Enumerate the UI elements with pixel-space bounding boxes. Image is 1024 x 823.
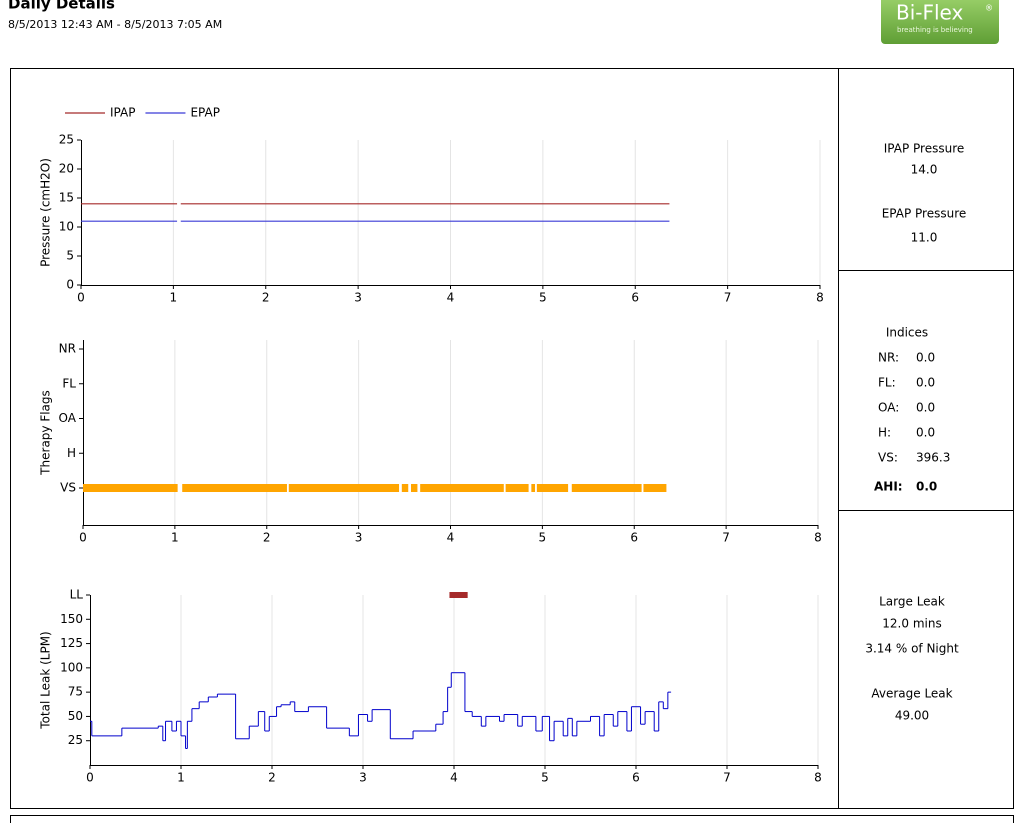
y-tick-label: 100 (60, 660, 83, 674)
x-tick-label: 8 (814, 771, 822, 785)
summary-label: Large Leak (879, 595, 945, 609)
y-tick-label: 5 (66, 249, 74, 263)
flag-segment (182, 484, 287, 492)
index-label: OA: (878, 401, 899, 415)
y-tick-label: NR (59, 342, 76, 356)
index-label: NR: (878, 351, 899, 365)
flag-segment (401, 484, 409, 492)
index-value: 0.0 (916, 426, 935, 440)
x-tick-label: 2 (268, 771, 276, 785)
summary-value: 3.14 % of Night (865, 642, 959, 656)
page-title: Daily Details (8, 0, 115, 13)
x-tick-label: 2 (263, 531, 271, 545)
summary-value: 14.0 (911, 163, 938, 177)
logo-tagline: breathing is believing (897, 26, 973, 34)
flag-segment (536, 484, 569, 492)
x-tick-label: 0 (79, 531, 87, 545)
date-range: 8/5/2013 12:43 AM - 8/5/2013 7:05 AM (8, 18, 222, 31)
x-tick-label: 5 (541, 771, 549, 785)
x-tick-label: 0 (77, 291, 85, 305)
x-tick-label: 3 (355, 531, 363, 545)
index-value: 0.0 (916, 376, 935, 390)
summary-label: Average Leak (871, 687, 952, 701)
flag-segment (288, 484, 400, 492)
summary-label: IPAP Pressure (884, 142, 965, 156)
y-tick-label: 15 (59, 191, 74, 205)
x-tick-label: 6 (630, 531, 638, 545)
y-tick-label: 50 (68, 709, 83, 723)
y-tick-label: LL (70, 588, 84, 602)
x-tick-label: 3 (354, 291, 362, 305)
index-label: AHI: (874, 480, 903, 494)
summary-value: 12.0 mins (882, 617, 941, 631)
y-tick-label: 25 (68, 733, 83, 747)
summary-value: 49.00 (895, 709, 929, 723)
flag-segment (410, 484, 418, 492)
summary-label: Indices (886, 326, 928, 340)
x-tick-label: 4 (450, 771, 458, 785)
y-tick-label: OA (59, 411, 77, 425)
index-label: VS: (878, 451, 898, 465)
logo-badge (881, 0, 999, 44)
legend-label: EPAP (190, 106, 220, 120)
flag-segment (531, 484, 536, 492)
x-tick-label: 4 (447, 531, 455, 545)
y-tick-label: FL (62, 376, 76, 390)
y-tick-label: H (67, 446, 76, 460)
flag-segment (83, 484, 178, 492)
report-frame (10, 68, 1014, 809)
y-tick-label: 75 (68, 685, 83, 699)
x-tick-label: 5 (539, 291, 547, 305)
x-tick-label: 6 (632, 771, 640, 785)
x-tick-label: 7 (722, 531, 730, 545)
x-tick-label: 2 (262, 291, 270, 305)
y-tick-label: 0 (66, 278, 74, 292)
y-axis-label: Therapy Flags (39, 390, 53, 476)
y-axis-label: Pressure (cmH2O) (39, 158, 53, 267)
index-label: FL: (878, 376, 896, 390)
x-tick-label: 1 (171, 531, 179, 545)
x-tick-label: 7 (723, 771, 731, 785)
flag-segment (643, 484, 667, 492)
y-tick-label: 25 (59, 133, 74, 147)
y-tick-label: 10 (59, 220, 74, 234)
x-tick-label: 0 (86, 771, 94, 785)
x-tick-label: 5 (539, 531, 547, 545)
x-tick-label: 6 (631, 291, 639, 305)
x-tick-label: 4 (447, 291, 455, 305)
y-tick-label: 125 (60, 636, 83, 650)
index-value: 0.0 (916, 351, 935, 365)
legend-label: IPAP (110, 106, 135, 120)
x-tick-label: 8 (814, 531, 822, 545)
index-value: 396.3 (916, 451, 950, 465)
summary-label: EPAP Pressure (882, 207, 967, 221)
index-label: H: (878, 426, 891, 440)
flag-segment (571, 484, 642, 492)
x-tick-label: 1 (177, 771, 185, 785)
logo-mark: ® (985, 4, 993, 13)
x-tick-label: 1 (170, 291, 178, 305)
flag-segment (505, 484, 529, 492)
x-tick-label: 8 (816, 291, 824, 305)
index-value: 0.0 (916, 480, 937, 494)
summary-value: 11.0 (911, 231, 938, 245)
y-tick-label: 20 (59, 162, 74, 176)
large-leak-bar (449, 592, 468, 598)
index-value: 0.0 (916, 401, 935, 415)
flag-segment (420, 484, 504, 492)
y-tick-label: 150 (60, 612, 83, 626)
x-tick-label: 7 (724, 291, 732, 305)
x-tick-label: 3 (359, 771, 367, 785)
y-axis-label: Total Leak (LPM) (39, 631, 53, 729)
y-tick-label: VS (60, 481, 76, 495)
logo-name: Bi-Flex (896, 1, 964, 25)
